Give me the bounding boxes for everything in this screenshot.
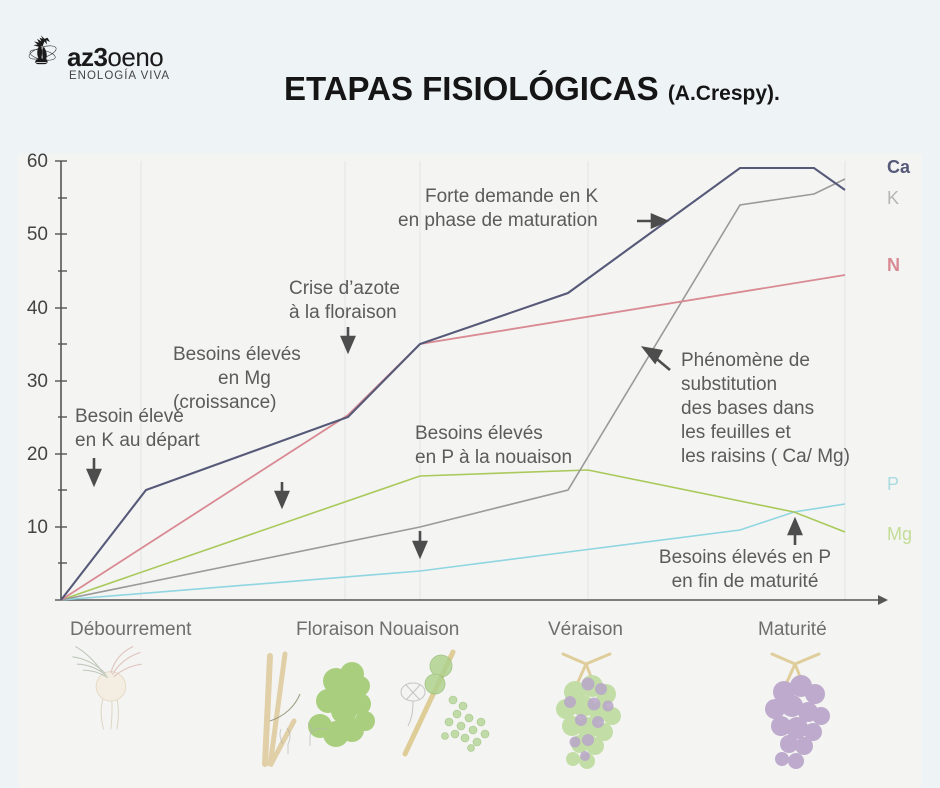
svg-text:K: K: [887, 188, 899, 208]
svg-text:Besoins élevés: Besoins élevés: [415, 423, 543, 444]
svg-text:à la floraison: à la floraison: [289, 302, 397, 323]
svg-text:en K au départ: en K au départ: [75, 430, 200, 451]
svg-text:Besoins élevés: Besoins élevés: [173, 344, 301, 365]
svg-text:P: P: [887, 474, 899, 494]
svg-text:Besoins élevés en P: Besoins élevés en P: [659, 547, 831, 568]
svg-text:les raisins ( Ca/ Mg): les raisins ( Ca/ Mg): [681, 446, 850, 467]
svg-text:50: 50: [27, 224, 48, 245]
svg-text:substitution: substitution: [681, 374, 777, 395]
svg-text:Forte demande en K: Forte demande en K: [425, 186, 599, 207]
svg-text:Ca: Ca: [887, 157, 911, 177]
svg-text:Crise d’azote: Crise d’azote: [289, 278, 400, 299]
svg-text:en P à la nouaison: en P à la nouaison: [415, 447, 572, 468]
svg-text:N: N: [887, 255, 900, 275]
svg-text:en fin de maturité: en fin de maturité: [672, 571, 819, 592]
svg-text:les feuilles et: les feuilles et: [681, 422, 792, 443]
svg-text:60: 60: [27, 151, 48, 172]
svg-text:20: 20: [27, 444, 48, 465]
svg-text:Phénomène de: Phénomène de: [681, 350, 810, 371]
svg-text:Mg: Mg: [887, 524, 912, 544]
svg-text:10: 10: [27, 517, 48, 538]
svg-text:en Mg: en Mg: [218, 368, 271, 389]
svg-text:30: 30: [27, 371, 48, 392]
svg-text:(croissance): (croissance): [173, 392, 276, 413]
svg-text:des bases dans: des bases dans: [681, 398, 814, 419]
svg-text:Besoin élevé: Besoin élevé: [75, 406, 184, 427]
svg-text:40: 40: [27, 298, 48, 319]
svg-text:en phase de maturation: en phase de maturation: [398, 210, 598, 231]
